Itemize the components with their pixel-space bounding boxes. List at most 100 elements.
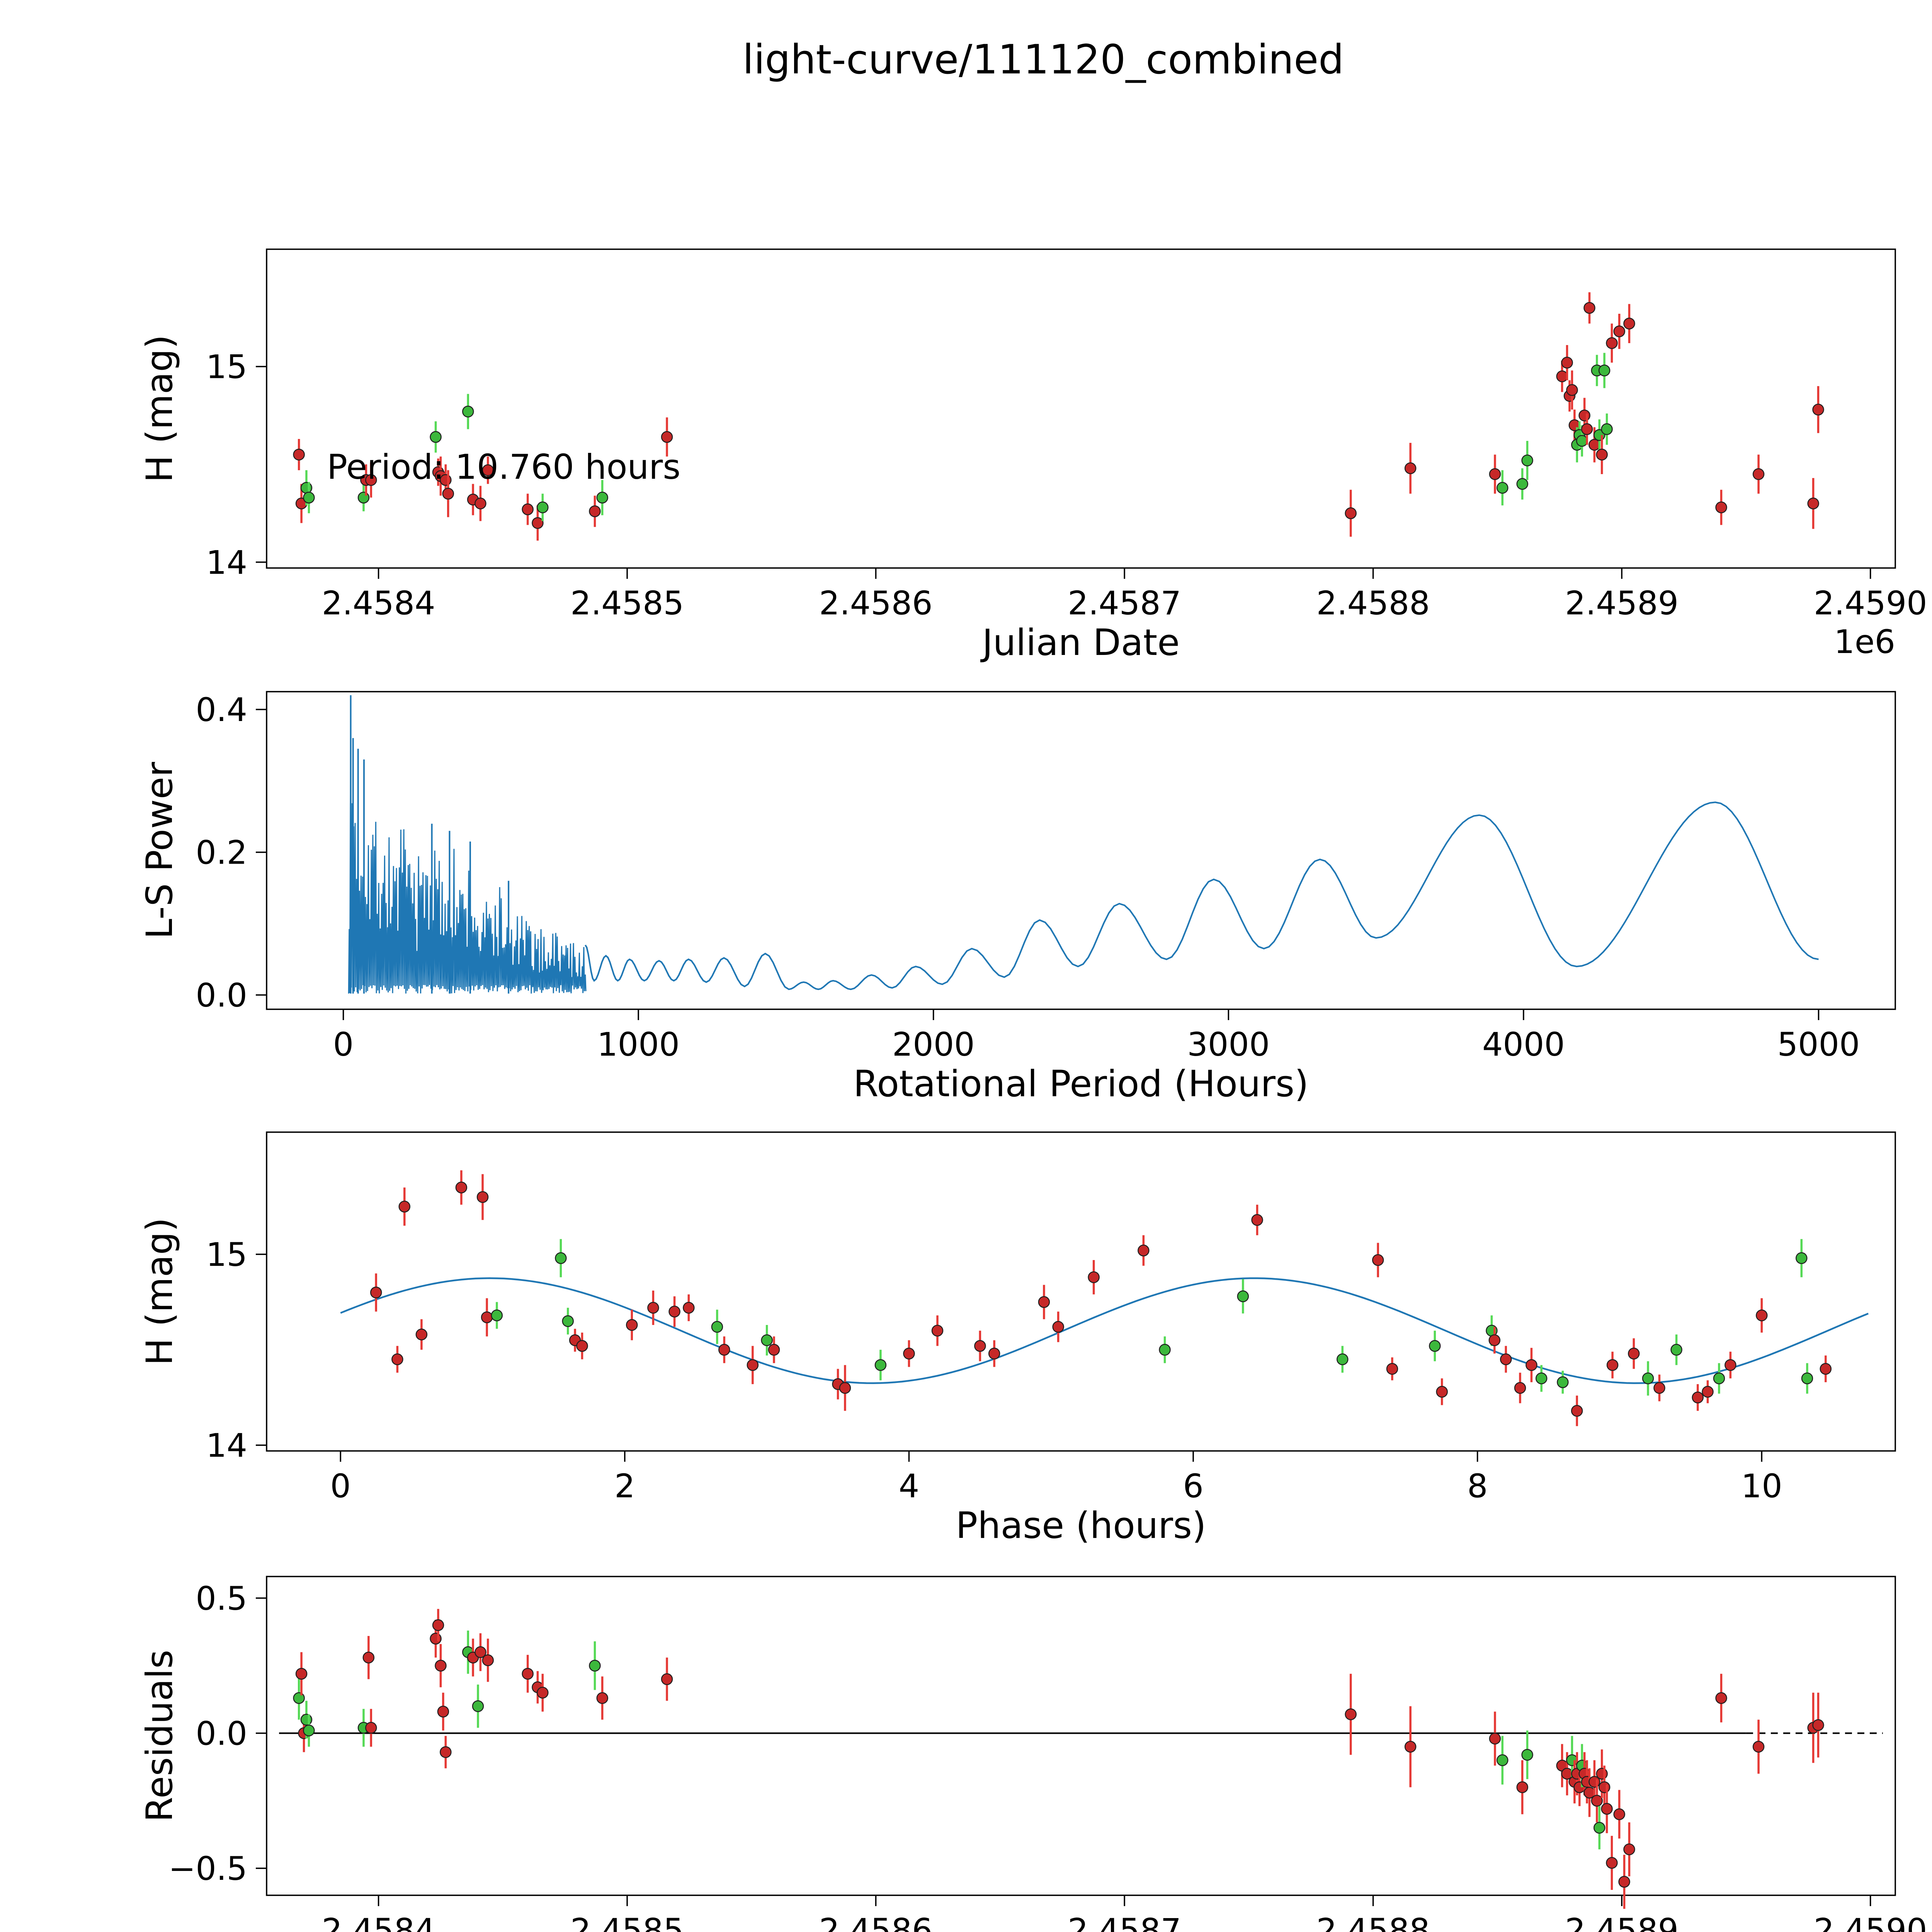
data-point	[1436, 1386, 1448, 1398]
x-tick-label: 2.4587	[1068, 584, 1181, 622]
data-point	[442, 488, 454, 500]
x-tick-label: 2.4587	[1068, 1912, 1181, 1932]
panel1-xlabel: Julian Date	[980, 622, 1180, 664]
data-point	[1820, 1363, 1832, 1375]
data-point	[1713, 1372, 1725, 1384]
data-point	[1429, 1340, 1441, 1352]
data-point	[1756, 1310, 1768, 1321]
data-point	[1488, 1334, 1501, 1346]
data-point	[1404, 1741, 1417, 1753]
axes-frame	[266, 248, 1896, 569]
data-point	[1581, 423, 1593, 435]
data-point	[747, 1359, 759, 1371]
data-point	[596, 1692, 608, 1704]
data-point	[398, 1201, 411, 1213]
data-point	[391, 1353, 403, 1366]
data-point	[1489, 468, 1501, 480]
data-point	[537, 501, 549, 514]
data-point	[482, 1654, 494, 1666]
data-point	[1715, 1692, 1727, 1704]
data-point	[1613, 325, 1625, 337]
data-point	[931, 1325, 944, 1337]
y-axis: 14 15	[206, 348, 267, 582]
data-point	[474, 497, 486, 510]
x-tick-label: 2.4584	[322, 1912, 435, 1932]
y-tick-label: 15	[206, 348, 247, 386]
data-point	[1568, 419, 1581, 431]
data-point	[626, 1319, 638, 1331]
data-point	[415, 1328, 428, 1340]
data-point	[1812, 403, 1824, 416]
data-point	[303, 1725, 315, 1736]
data-point	[1521, 454, 1533, 466]
data-point	[555, 1252, 567, 1264]
data-point	[1601, 423, 1613, 435]
data-point	[1812, 1719, 1824, 1731]
y-axis: 0.0 0.2 0.4	[196, 691, 267, 1014]
data-point	[1598, 364, 1611, 377]
data-point	[1807, 497, 1819, 510]
data-point	[839, 1382, 851, 1394]
data-point	[1535, 1372, 1548, 1384]
y-tick-label: 14	[206, 544, 247, 582]
data-point	[668, 1306, 680, 1318]
data-point	[1606, 337, 1618, 349]
data-point	[761, 1334, 773, 1346]
data-point	[1623, 318, 1635, 330]
data-point	[1516, 478, 1528, 490]
data-point	[1237, 1290, 1249, 1303]
x-tick-label: 2.4590	[1814, 584, 1927, 622]
data-point	[295, 1668, 308, 1680]
period-annotation: Period: 10.760 hours	[327, 447, 680, 487]
data-point	[589, 505, 601, 517]
panel3-xlabel: Phase (hours)	[956, 1505, 1206, 1547]
data-point	[1138, 1245, 1150, 1257]
x-tick-label: 2.4589	[1565, 584, 1679, 622]
y-tick-label: 15	[206, 1236, 247, 1274]
y-tick-label: 0.4	[196, 691, 247, 729]
data-point	[1088, 1271, 1100, 1283]
x-tick-label: 2000	[892, 1026, 975, 1063]
data-point	[1606, 1359, 1619, 1371]
data-point	[718, 1344, 730, 1356]
data-point	[440, 1746, 452, 1758]
data-point	[481, 1311, 493, 1323]
data-point	[365, 474, 377, 486]
data-point	[1571, 1405, 1583, 1417]
panel2-xlabel: Rotational Period (Hours)	[853, 1063, 1308, 1105]
data-point	[1566, 1754, 1578, 1766]
data-point	[1337, 1353, 1349, 1366]
data-point	[711, 1321, 723, 1333]
x-axis: 0 1000 2000 3000 4000 5000	[333, 1009, 1860, 1063]
x-tick-label: 2.4588	[1316, 584, 1430, 622]
y-tick-label: 0.5	[196, 1580, 247, 1617]
y-axis: 14 15	[206, 1236, 267, 1464]
data-point	[1489, 1733, 1501, 1745]
data-point	[1497, 1754, 1509, 1766]
x-tick-label: 5000	[1777, 1026, 1860, 1063]
data-point	[1561, 357, 1573, 369]
x-tick-label: 2.4585	[570, 584, 684, 622]
data-point	[589, 1660, 601, 1672]
data-point	[1596, 449, 1608, 461]
data-point	[1606, 1857, 1618, 1869]
x-tick-label: 4	[899, 1467, 919, 1505]
data-point	[1596, 1768, 1608, 1780]
data-point	[300, 482, 313, 494]
data-point	[1576, 435, 1588, 447]
data-point	[576, 1340, 588, 1352]
data-point	[974, 1340, 986, 1352]
data-point	[1725, 1359, 1736, 1371]
data-point	[430, 431, 442, 443]
data-point	[1752, 468, 1765, 480]
residuals-panel: 2.4584 2.4585 2.4586 2.4587 2.4588 2.4589 2.45…	[139, 1576, 1927, 1932]
data-point	[1601, 1803, 1613, 1815]
x-axis: 0 2 4 6 8 10	[330, 1451, 1782, 1505]
data-points	[293, 1609, 1824, 1909]
data-point	[1526, 1359, 1537, 1371]
data-point	[1038, 1296, 1050, 1308]
data-point	[1752, 1741, 1765, 1753]
data-point	[1583, 302, 1595, 314]
